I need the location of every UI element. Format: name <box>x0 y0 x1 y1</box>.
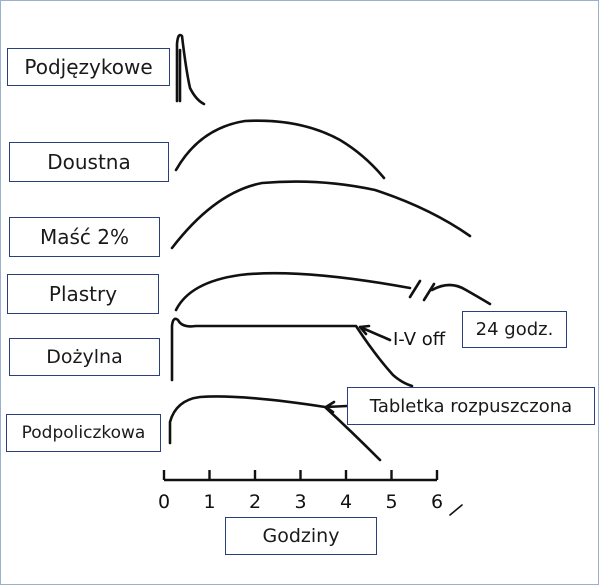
axis-ticks: 0 1 2 3 4 5 6 <box>158 470 443 513</box>
axis-tick-label: 4 <box>340 491 352 513</box>
iv-off-arrow <box>358 324 392 342</box>
route-label-ointment: Maść 2% <box>9 217 160 257</box>
buccal-arrow <box>324 400 349 414</box>
route-label-text: Doustna <box>47 150 131 174</box>
tablet-dissolved-text: Tabletka rozpuszczona <box>369 395 573 417</box>
axis-tick-label: 6 <box>431 491 443 513</box>
axis-tick-label: 5 <box>385 491 397 513</box>
curve-patches <box>174 271 412 312</box>
axis-title: Godziny <box>225 517 377 555</box>
curve-iv <box>170 317 414 388</box>
axis-title-text: Godziny <box>262 525 340 547</box>
hours-24-label: 24 godz. <box>462 311 567 348</box>
route-label-patches: Plastry <box>7 274 159 314</box>
axis-tick-label: 1 <box>203 491 215 513</box>
route-label-text: Dożylna <box>46 346 123 368</box>
hours-24-text: 24 godz. <box>475 319 554 340</box>
axis-tick-label: 2 <box>249 491 261 513</box>
route-label-iv: Dożylna <box>9 338 160 376</box>
iv-off-label: I-V off <box>393 329 446 350</box>
route-label-buccal: Podpoliczkowa <box>6 414 161 452</box>
route-label-text: Plastry <box>48 282 118 306</box>
route-label-text: Maść 2% <box>39 225 129 249</box>
curve-ointment <box>170 180 472 250</box>
curve-patches-break-2 <box>422 282 436 302</box>
axis-tick-label: 3 <box>294 491 306 513</box>
curve-buccal <box>168 395 382 462</box>
route-label-oral: Doustna <box>9 142 169 182</box>
route-label-text: Podpoliczkowa <box>21 423 146 443</box>
curve-patches-tail <box>430 283 492 306</box>
route-label-text: Podjęzykowe <box>24 55 153 79</box>
curve-oral <box>174 119 386 180</box>
tablet-dissolved-label: Tabletka rozpuszczona <box>347 387 595 425</box>
curve-sublingual <box>175 33 206 106</box>
axis-tick-label: 0 <box>158 491 170 513</box>
route-label-sublingual: Podjęzykowe <box>7 48 170 86</box>
curve-patches-break-1 <box>408 279 422 299</box>
axis-end-mark <box>449 504 463 516</box>
